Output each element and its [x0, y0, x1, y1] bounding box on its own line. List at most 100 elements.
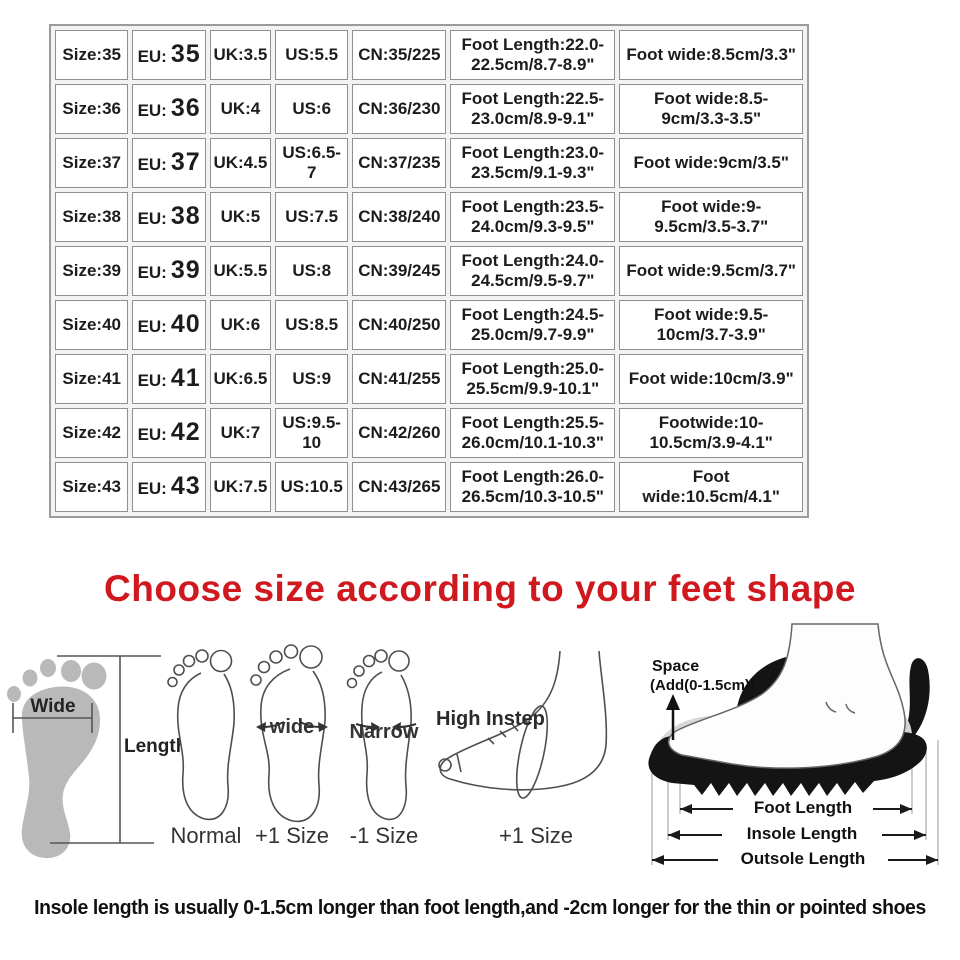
cell-size: Size:37 — [55, 138, 129, 188]
cell-foot-length: Foot Length:22.0-22.5cm/8.7-8.9" — [450, 30, 616, 80]
cell-size: Size:35 — [55, 30, 129, 80]
cell-cn: CN:40/250 — [352, 300, 447, 350]
cell-foot-wide: Foot wide:9-9.5cm/3.5-3.7" — [619, 192, 803, 242]
cell-uk: UK:6 — [209, 300, 271, 350]
cell-cn: CN:35/225 — [352, 30, 447, 80]
cell-size: Size:43 — [55, 462, 129, 512]
eu-value: 38 — [170, 202, 201, 231]
cell-foot-wide: Foot wide:8.5-9cm/3.3-3.5" — [619, 84, 803, 134]
shoe-length-illustration — [648, 623, 939, 865]
insole-length-label: Insole Length — [722, 824, 882, 844]
eu-label: EU: — [137, 209, 167, 229]
cell-foot-length: Foot Length:25.0-25.5cm/9.9-10.1" — [450, 354, 616, 404]
cell-size: Size:36 — [55, 84, 129, 134]
cell-uk: UK:7.5 — [209, 462, 271, 512]
eu-label: EU: — [137, 155, 167, 175]
cell-us: US:6.5-7 — [274, 138, 349, 188]
narrow-foot-illustration — [346, 649, 417, 821]
cell-size: Size:38 — [55, 192, 129, 242]
cell-uk: UK:4.5 — [209, 138, 271, 188]
cell-foot-length: Foot Length:23.0-23.5cm/9.1-9.3" — [450, 138, 616, 188]
size-table-row: Size:38 EU: 38 UK:5 US:7.5 CN:38/240 Foot Leng… — [55, 192, 803, 242]
size-table-body: Size:35 EU: 35 UK:3.5 US:5.5 CN:35/225 Foot Le… — [55, 30, 803, 512]
size-table-row: Size:37 EU: 37 UK:4.5 US:6.5-7 CN:37/235 Foot … — [55, 138, 803, 188]
cell-foot-wide: Foot wide:9.5cm/3.7" — [619, 246, 803, 296]
size-table-row: Size:39 EU: 39 UK:5.5 US:8 CN:39/245 Foot Leng… — [55, 246, 803, 296]
cell-us: US:6 — [274, 84, 349, 134]
space-note-label: (Add(0-1.5cm)) — [650, 677, 756, 694]
eu-value: 41 — [170, 364, 201, 393]
cell-foot-length: Foot Length:25.5-26.0cm/10.1-10.3" — [450, 408, 616, 458]
cell-eu: EU: 36 — [132, 84, 206, 134]
cell-size: Size:41 — [55, 354, 129, 404]
normal-foot-caption: Normal — [170, 823, 242, 848]
space-label: Space — [652, 658, 700, 675]
wide-foot-caption: +1 Size — [255, 823, 329, 848]
cell-cn: CN:37/235 — [352, 138, 447, 188]
outsole-length-label: Outsole Length — [718, 849, 888, 869]
size-table-row: Size:43 EU: 43 UK:7.5 US:10.5 CN:43/265 Foot L… — [55, 462, 803, 512]
cell-eu: EU: 35 — [132, 30, 206, 80]
cell-foot-length: Foot Length:26.0-26.5cm/10.3-10.5" — [450, 462, 616, 512]
foot-length-label: Foot Length — [733, 798, 873, 818]
cell-foot-wide: Foot wide:9cm/3.5" — [619, 138, 803, 188]
cell-us: US:8.5 — [274, 300, 349, 350]
size-table-row: Size:35 EU: 35 UK:3.5 US:5.5 CN:35/225 Foot Le… — [55, 30, 803, 80]
cell-foot-length: Foot Length:24.0-24.5cm/9.5-9.7" — [450, 246, 616, 296]
cell-eu: EU: 43 — [132, 462, 206, 512]
length-measure-label: Length — [124, 736, 188, 757]
size-table-row: Size:42 EU: 42 UK:7 US:9.5-10 CN:42/260 Foot L… — [55, 408, 803, 458]
cell-foot-wide: Foot wide:8.5cm/3.3" — [619, 30, 803, 80]
eu-label: EU: — [137, 263, 167, 283]
eu-value: 37 — [170, 148, 201, 177]
wide-measure-label: Wide — [30, 696, 76, 717]
cell-eu: EU: 41 — [132, 354, 206, 404]
cell-size: Size:42 — [55, 408, 129, 458]
cell-foot-wide: Foot wide:9.5-10cm/3.7-3.9" — [619, 300, 803, 350]
cell-cn: CN:41/255 — [352, 354, 447, 404]
eu-label: EU: — [137, 47, 167, 67]
high-instep-label: High Instep — [436, 708, 545, 730]
eu-label: EU: — [137, 101, 167, 121]
eu-label: EU: — [137, 371, 167, 391]
cell-uk: UK:7 — [209, 408, 271, 458]
size-table-row: Size:41 EU: 41 UK:6.5 US:9 CN:41/255 Foot Leng… — [55, 354, 803, 404]
eu-label: EU: — [137, 425, 167, 445]
cell-foot-wide: Footwide:10-10.5cm/3.9-4.1" — [619, 408, 803, 458]
size-table-row: Size:40 EU: 40 UK:6 US:8.5 CN:40/250 Foot Leng… — [55, 300, 803, 350]
cell-uk: UK:5 — [209, 192, 271, 242]
high-instep-caption: +1 Size — [499, 823, 573, 848]
eu-value: 40 — [170, 310, 201, 339]
normal-foot-illustration — [167, 649, 235, 821]
footprint-measure-illustration — [7, 655, 161, 859]
footnote-text: Insole length is usually 0-1.5cm longer … — [34, 897, 926, 919]
cell-cn: CN:43/265 — [352, 462, 447, 512]
eu-label: EU: — [137, 479, 167, 499]
eu-value: 39 — [170, 256, 201, 285]
measurement-lines — [12, 655, 161, 844]
cell-foot-length: Foot Length:23.5-24.0cm/9.3-9.5" — [450, 192, 616, 242]
cell-foot-length: Foot Length:24.5-25.0cm/9.7-9.9" — [450, 300, 616, 350]
cell-eu: EU: 42 — [132, 408, 206, 458]
cell-foot-wide: Foot wide:10cm/3.9" — [619, 354, 803, 404]
outward-arrows — [263, 721, 321, 728]
cell-cn: CN:38/240 — [352, 192, 447, 242]
eu-value: 35 — [170, 40, 201, 69]
cell-us: US:7.5 — [274, 192, 349, 242]
cell-cn: CN:39/245 — [352, 246, 447, 296]
cell-us: US:5.5 — [274, 30, 349, 80]
cell-eu: EU: 40 — [132, 300, 206, 350]
cell-cn: CN:42/260 — [352, 408, 447, 458]
cell-us: US:9 — [274, 354, 349, 404]
cell-cn: CN:36/230 — [352, 84, 447, 134]
eu-value: 42 — [170, 418, 201, 447]
cell-uk: UK:4 — [209, 84, 271, 134]
wide-foot-illustration — [250, 644, 328, 823]
narrow-foot-caption: -1 Size — [349, 823, 419, 848]
high-instep-illustration — [438, 650, 608, 799]
narrow-foot-label: Narrow — [349, 721, 419, 743]
cell-size: Size:39 — [55, 246, 129, 296]
ankle-detail — [825, 701, 856, 714]
cell-eu: EU: 39 — [132, 246, 206, 296]
